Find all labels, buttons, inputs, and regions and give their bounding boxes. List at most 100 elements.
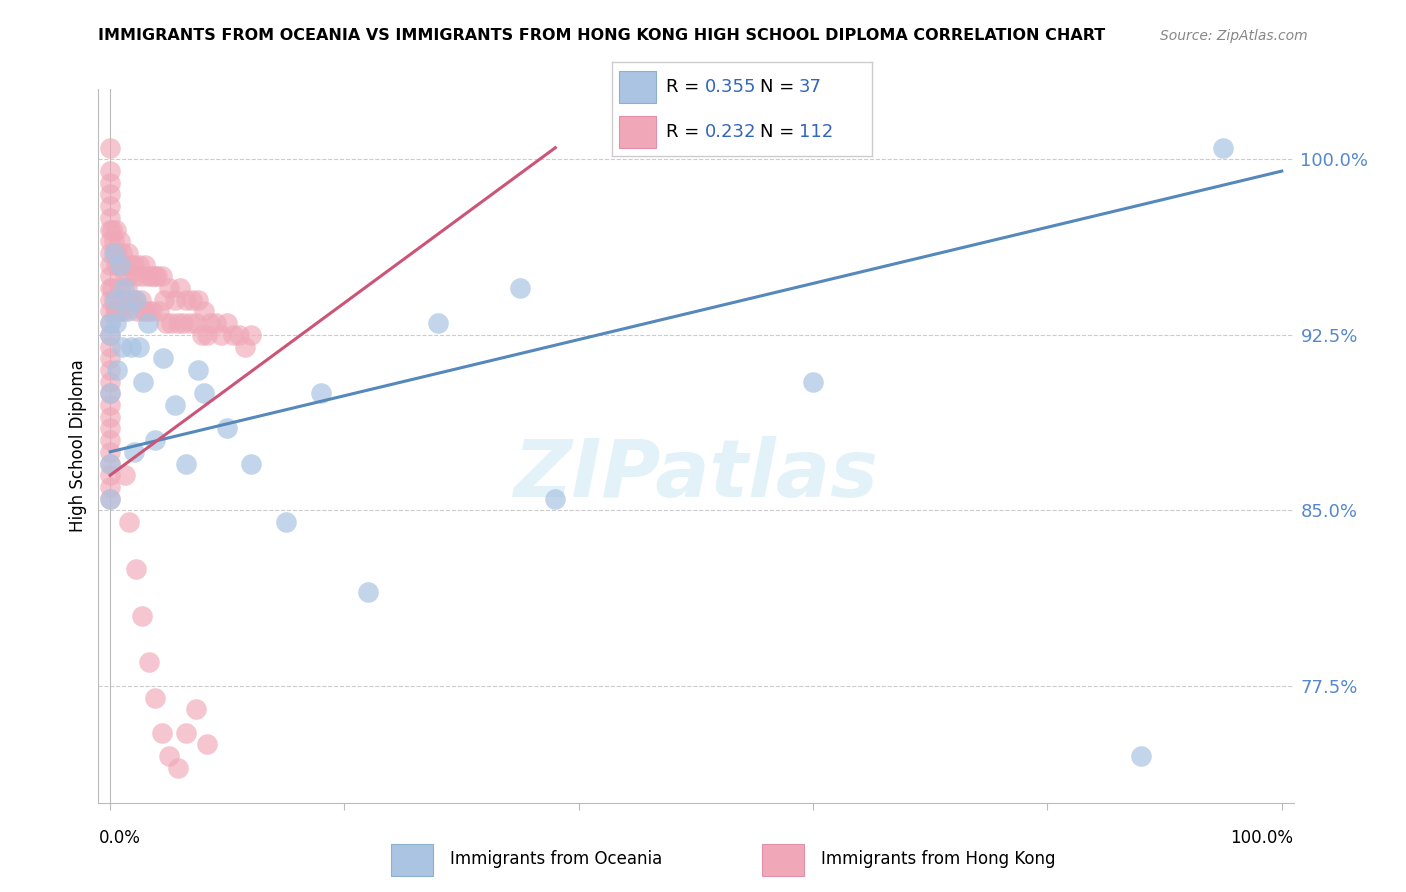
- Point: [98, 199, 121, 213]
- Point: [155, 316, 177, 330]
- Point: [138, 656, 160, 670]
- Point: [112, 281, 135, 295]
- Point: [98, 421, 121, 435]
- Point: [167, 761, 190, 775]
- Y-axis label: High School Diploma: High School Diploma: [69, 359, 87, 533]
- Point: [105, 316, 128, 330]
- Point: [98, 340, 121, 354]
- Point: [98, 258, 121, 272]
- Point: [117, 246, 139, 260]
- Text: N =: N =: [759, 123, 800, 141]
- Point: [98, 409, 121, 424]
- Point: [193, 304, 215, 318]
- Text: Immigrants from Hong Kong: Immigrants from Hong Kong: [821, 849, 1056, 868]
- Point: [150, 725, 173, 739]
- Point: [131, 608, 153, 623]
- Point: [104, 293, 127, 307]
- Point: [98, 327, 121, 342]
- Point: [143, 269, 166, 284]
- Point: [163, 293, 186, 307]
- Point: [98, 468, 121, 483]
- Text: 100.0%: 100.0%: [1230, 829, 1294, 847]
- Point: [190, 327, 212, 342]
- Point: [187, 293, 209, 307]
- Point: [98, 316, 121, 330]
- FancyBboxPatch shape: [620, 116, 655, 148]
- Point: [509, 281, 531, 295]
- Point: [193, 386, 215, 401]
- Point: [172, 316, 194, 330]
- Point: [98, 386, 121, 401]
- Point: [101, 281, 124, 295]
- Text: 112: 112: [799, 123, 834, 141]
- Point: [122, 258, 145, 272]
- Point: [132, 375, 155, 389]
- Point: [125, 562, 148, 576]
- Point: [98, 457, 121, 471]
- Point: [118, 515, 141, 529]
- Point: [157, 749, 180, 764]
- Point: [129, 293, 152, 307]
- Point: [98, 457, 121, 471]
- Point: [233, 340, 256, 354]
- Point: [105, 258, 128, 272]
- Point: [98, 269, 121, 284]
- Point: [977, 807, 1000, 822]
- Point: [114, 269, 136, 284]
- Point: [111, 246, 134, 260]
- Point: [98, 445, 121, 459]
- Point: [98, 222, 121, 236]
- Point: [118, 269, 141, 284]
- Text: 37: 37: [799, 78, 823, 95]
- Point: [167, 316, 190, 330]
- Point: [124, 293, 146, 307]
- Point: [111, 340, 134, 354]
- FancyBboxPatch shape: [762, 844, 804, 876]
- Point: [98, 293, 121, 307]
- FancyBboxPatch shape: [620, 70, 655, 103]
- Point: [160, 316, 183, 330]
- Point: [105, 246, 128, 260]
- Point: [128, 258, 150, 272]
- Point: [125, 293, 148, 307]
- Point: [174, 457, 197, 471]
- Point: [117, 293, 139, 307]
- Point: [98, 363, 121, 377]
- Point: [197, 737, 219, 751]
- Point: [98, 304, 121, 318]
- Point: [197, 327, 219, 342]
- Point: [98, 141, 121, 155]
- Text: Source: ZipAtlas.com: Source: ZipAtlas.com: [1160, 29, 1308, 43]
- Text: ZIPatlas: ZIPatlas: [513, 435, 879, 514]
- Point: [110, 258, 132, 272]
- Point: [274, 515, 297, 529]
- Point: [132, 304, 155, 318]
- Point: [228, 327, 250, 342]
- Point: [1130, 749, 1153, 764]
- Point: [128, 340, 150, 354]
- Point: [131, 269, 153, 284]
- Point: [98, 491, 121, 506]
- Point: [141, 304, 163, 318]
- Point: [98, 316, 121, 330]
- Text: Immigrants from Oceania: Immigrants from Oceania: [450, 849, 662, 868]
- Point: [115, 281, 138, 295]
- Point: [98, 433, 121, 447]
- Point: [120, 340, 142, 354]
- Point: [122, 445, 145, 459]
- Point: [108, 234, 131, 248]
- Point: [204, 316, 226, 330]
- Point: [138, 304, 160, 318]
- Point: [111, 293, 134, 307]
- FancyBboxPatch shape: [391, 844, 433, 876]
- Point: [801, 375, 824, 389]
- Text: R =: R =: [666, 78, 706, 95]
- Text: 0.355: 0.355: [706, 78, 756, 95]
- Point: [184, 316, 207, 330]
- Point: [110, 304, 132, 318]
- Point: [98, 164, 121, 178]
- Point: [153, 293, 176, 307]
- Point: [120, 258, 142, 272]
- Point: [181, 293, 204, 307]
- Point: [146, 269, 169, 284]
